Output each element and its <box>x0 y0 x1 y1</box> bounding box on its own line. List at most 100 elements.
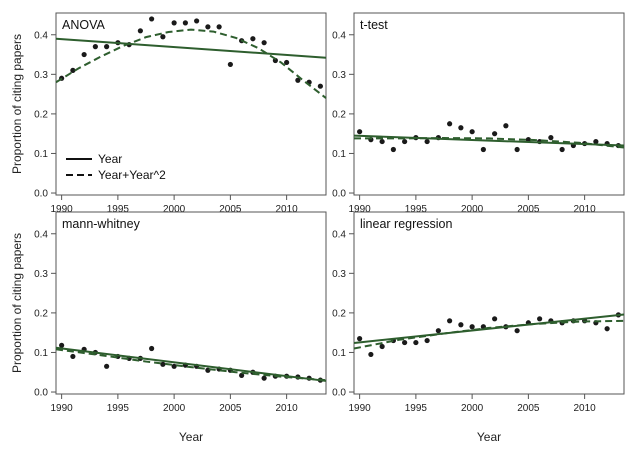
x-axis-label: Year <box>179 430 203 444</box>
data-point <box>525 137 531 143</box>
data-point <box>70 353 76 360</box>
panel-title: mann-whitney <box>62 217 141 231</box>
data-point <box>402 339 408 346</box>
y-tick-label: 0.1 <box>34 149 48 160</box>
data-point <box>160 34 166 40</box>
data-point <box>81 51 87 58</box>
y-tick-label: 0.4 <box>34 30 48 41</box>
x-tick-label: 2000 <box>163 204 186 215</box>
x-tick-label: 1995 <box>405 403 428 414</box>
data-point <box>137 28 143 34</box>
plot-frame <box>353 12 625 196</box>
fit-line-year-squared <box>353 319 625 350</box>
data-point <box>503 123 509 129</box>
y-tick-label: 0.1 <box>34 348 48 359</box>
data-point <box>559 146 565 153</box>
data-point <box>182 20 188 26</box>
x-tick-label: 1990 <box>349 204 372 215</box>
data-point <box>250 36 256 42</box>
x-axis-label: Year <box>477 430 501 444</box>
x-tick-label: 2010 <box>574 403 597 414</box>
x-tick-label: 1995 <box>107 403 130 414</box>
panel-2: mann-whitney 0.0 0.1 0.2 0.3 0.4 1990 1995 2000 2… <box>10 211 327 444</box>
y-tick-label: 0.2 <box>332 308 346 319</box>
y-tick-label: 0.1 <box>332 149 346 160</box>
data-point <box>604 326 610 332</box>
data-point <box>424 337 430 344</box>
legend-label: Year <box>98 152 122 166</box>
data-point <box>59 342 65 348</box>
data-point <box>424 138 430 145</box>
panel-1: t-test 0.0 0.1 0.2 0.3 0.4 1990 1995 2000 2005 201… <box>332 12 625 215</box>
data-point <box>379 138 385 145</box>
data-point <box>368 351 374 358</box>
fit-line-year-squared <box>55 28 327 99</box>
fit-line-year <box>55 37 327 59</box>
data-point <box>492 316 498 322</box>
x-tick-label: 2000 <box>461 403 484 414</box>
data-point <box>537 316 543 322</box>
data-point <box>413 339 419 346</box>
x-tick-label: 2010 <box>276 403 299 414</box>
data-point <box>469 129 475 135</box>
data-point <box>104 44 110 50</box>
data-point <box>216 24 222 30</box>
y-tick-label: 0.2 <box>34 308 48 319</box>
data-point <box>149 345 155 352</box>
x-tick-label: 2005 <box>517 403 540 414</box>
panel-title: ANOVA <box>62 18 105 32</box>
data-point <box>227 61 233 68</box>
data-point <box>390 146 396 153</box>
data-point <box>514 146 520 153</box>
y-tick-label: 0.0 <box>332 388 346 399</box>
y-tick-label: 0.1 <box>332 348 346 359</box>
y-tick-label: 0.3 <box>332 269 346 280</box>
data-point <box>239 372 245 379</box>
y-axis-label: Proportion of citing papers <box>10 34 24 174</box>
data-point <box>104 363 110 369</box>
data-point <box>171 20 177 26</box>
panel-3: linear regression 0.0 0.1 0.2 0.3 0.4 1990 1995… <box>332 211 625 444</box>
data-point <box>447 121 453 127</box>
y-tick-label: 0.4 <box>332 30 346 41</box>
data-point <box>194 18 200 24</box>
panel-0: ANOVA 0.0 0.1 0.2 0.3 0.4 1990 1995 2000 2005 2010… <box>10 12 327 215</box>
fit-line-year <box>55 346 327 382</box>
plot-frame <box>55 12 327 196</box>
x-tick-label: 1990 <box>349 403 372 414</box>
x-tick-label: 2005 <box>219 403 242 414</box>
legend-label: Year+Year^2 <box>98 168 166 182</box>
data-point <box>458 125 464 131</box>
data-point <box>92 44 98 50</box>
fit-line-year-squared <box>55 348 327 382</box>
y-tick-label: 0.4 <box>332 229 346 240</box>
x-tick-label: 1990 <box>51 204 74 215</box>
y-tick-label: 0.2 <box>332 109 346 120</box>
data-point <box>317 83 323 89</box>
data-point <box>205 24 211 30</box>
data-point <box>593 138 599 145</box>
y-axis-label: Proportion of citing papers <box>10 233 24 373</box>
data-point <box>149 16 155 22</box>
x-tick-label: 2005 <box>517 204 540 215</box>
data-point <box>447 318 453 324</box>
y-tick-label: 0.0 <box>34 388 48 399</box>
x-tick-label: 2010 <box>574 204 597 215</box>
data-point <box>492 131 498 137</box>
x-tick-label: 2010 <box>276 204 299 215</box>
fit-line-year-squared <box>354 137 625 149</box>
data-point <box>548 135 554 141</box>
x-tick-label: 1995 <box>405 204 428 215</box>
y-tick-label: 0.3 <box>332 70 346 81</box>
x-tick-label: 2000 <box>163 403 186 414</box>
y-tick-label: 0.0 <box>34 189 48 200</box>
data-point <box>435 328 441 334</box>
data-point <box>70 67 76 73</box>
x-tick-label: 2000 <box>461 204 484 215</box>
data-point <box>160 361 166 367</box>
data-point <box>469 324 475 330</box>
x-tick-label: 2005 <box>219 204 242 215</box>
x-tick-label: 1995 <box>107 204 130 215</box>
data-point <box>284 59 290 66</box>
